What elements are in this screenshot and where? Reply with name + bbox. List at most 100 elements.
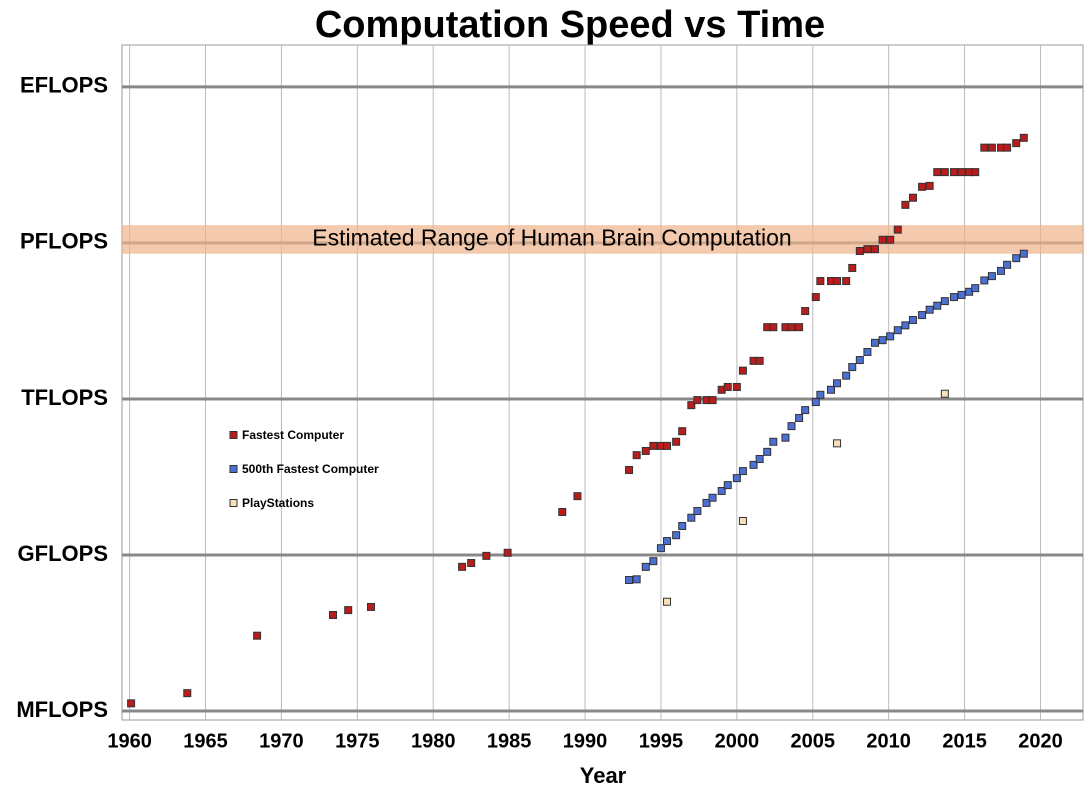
point [632,575,641,584]
point [672,437,681,446]
point [863,245,872,254]
point [949,293,958,302]
point [925,181,934,190]
point [632,451,641,460]
x-tick-label: 2020 [1018,730,1063,752]
point [649,557,658,566]
point [826,385,835,394]
point [848,363,857,372]
point [997,266,1006,275]
point [918,182,927,191]
point [573,492,582,501]
point [702,498,711,507]
point [801,307,810,316]
point [656,544,665,553]
point [893,326,902,335]
x-tick-label: 1965 [183,730,228,752]
point [672,531,681,540]
point [763,447,772,456]
point [732,474,741,483]
point [708,493,717,502]
point [738,516,747,525]
point [878,235,887,244]
x-tick-label: 1985 [487,730,532,752]
point [781,433,790,442]
point [901,200,910,209]
point [678,522,687,531]
x-tick-label: 1990 [563,730,608,752]
point [933,301,942,310]
point [908,193,917,202]
point [708,396,717,405]
y-tick-label: GFLOPS [18,541,108,566]
point [558,507,567,516]
plot-area [121,44,1084,721]
point [687,513,696,522]
x-axis-label: Year [580,763,627,788]
y-tick-label: MFLOPS [16,697,108,722]
point [886,235,895,244]
point [957,168,966,177]
point [908,315,917,324]
point [467,559,476,568]
y-tick-label: TFLOPS [21,385,108,410]
point [980,276,989,285]
point [940,297,949,306]
point [687,401,696,410]
point [855,246,864,255]
legend-label: Fastest Computer [242,428,344,442]
point [878,336,887,345]
point [755,454,764,463]
point [366,602,375,611]
point [795,414,804,423]
point [855,356,864,365]
point [833,379,842,388]
x-tick-label: 1975 [335,730,380,752]
point [886,332,895,341]
point [732,382,741,391]
point [329,611,338,620]
point [769,437,778,446]
point [127,699,136,708]
x-tick-label: 1970 [259,730,304,752]
point [625,466,634,475]
point [811,398,820,407]
point [957,290,966,299]
brain-band [122,225,1083,254]
y-tick-label: PFLOPS [20,229,108,254]
point [871,245,880,254]
point [678,427,687,436]
point [1019,249,1028,258]
point [723,481,732,490]
point [940,168,949,177]
point [949,168,958,177]
point [755,356,764,365]
point [253,631,262,640]
point [811,293,820,302]
point [723,382,732,391]
x-tick-label: 2005 [791,730,836,752]
point [693,507,702,516]
point [717,486,726,495]
point [1012,254,1021,263]
x-tick-label: 1960 [107,730,152,752]
band-label: Estimated Range of Human Brain Computati… [312,225,791,251]
point [980,143,989,152]
x-tick-label: 2015 [942,730,987,752]
point [1019,133,1028,142]
point [901,321,910,330]
point [816,390,825,399]
point [1012,139,1021,148]
x-tick-label: 2000 [715,730,760,752]
point [795,323,804,332]
point [925,305,934,314]
y-tick-label: EFLOPS [20,73,108,98]
point [787,422,796,431]
legend-label: 500th Fastest Computer [242,462,379,476]
x-tick-label: 1995 [639,730,684,752]
point [933,168,942,177]
point [893,225,902,234]
point [871,338,880,347]
legend-label: PlayStations [242,496,314,510]
